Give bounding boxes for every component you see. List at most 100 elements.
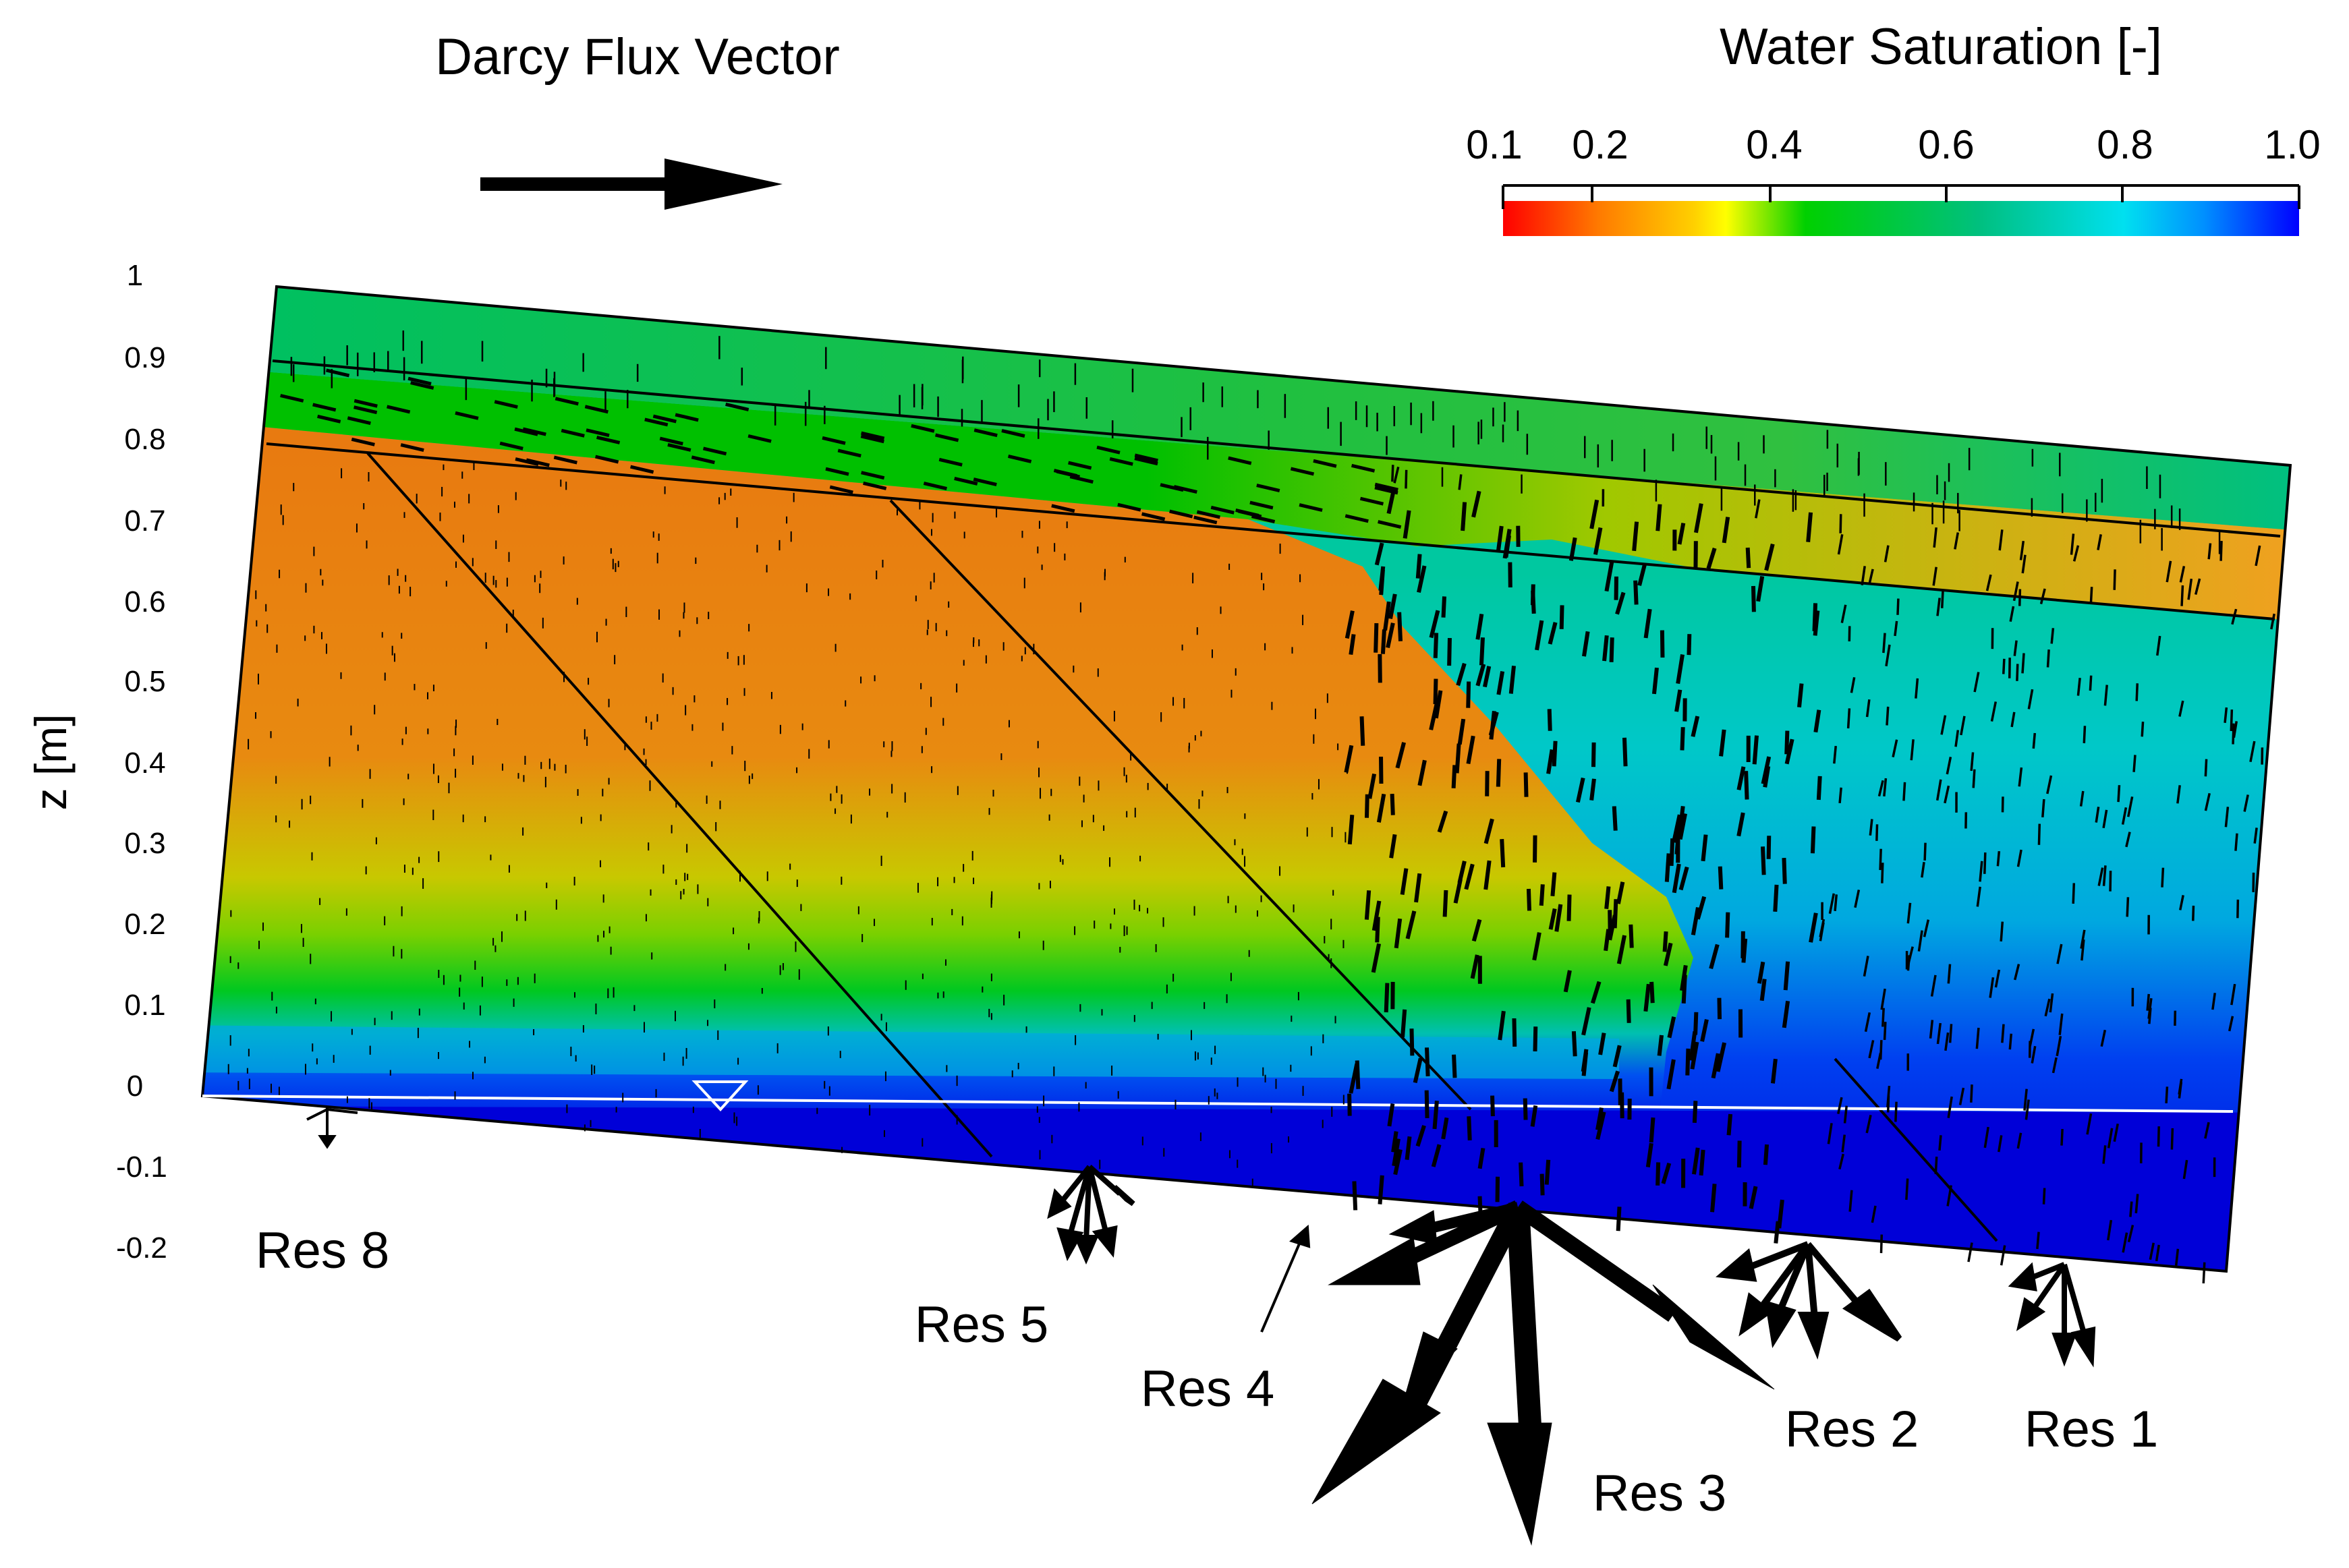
flux-vector xyxy=(2161,867,2165,888)
flux-vector xyxy=(1616,935,1626,964)
flux-vector xyxy=(1397,612,1403,641)
flux-vector xyxy=(1938,1135,1942,1151)
flux-vector xyxy=(973,428,998,438)
flux-vector xyxy=(1917,930,1923,952)
flux-vector xyxy=(1810,826,1816,854)
flux-vector xyxy=(1784,738,1794,765)
flux-vector xyxy=(2083,726,2087,744)
flux-vector xyxy=(1548,622,1558,645)
flux-vector xyxy=(1251,515,1276,523)
flux-vector xyxy=(2013,964,2020,981)
res3-outflow-arrows xyxy=(1311,1200,1775,1546)
flux-vector xyxy=(2072,545,2080,562)
flux-vector xyxy=(1290,467,1315,476)
flux-vector xyxy=(1632,521,1639,552)
flux-vector xyxy=(2179,895,2184,910)
flux-vector xyxy=(1934,1157,1938,1175)
flux-vector xyxy=(1352,1181,1358,1211)
flux-vector xyxy=(1676,654,1685,685)
flux-vector xyxy=(2009,606,2015,622)
flux-vector xyxy=(2148,1008,2152,1024)
flux-vector xyxy=(863,481,887,490)
flux-vector xyxy=(2179,566,2186,583)
flux-vector xyxy=(1498,1010,1506,1041)
flux-vector xyxy=(1726,1113,1733,1136)
flux-vector xyxy=(2155,1244,2160,1262)
flux-vector xyxy=(1755,499,1761,519)
flux-vector xyxy=(1109,457,1133,466)
flux-vector xyxy=(1651,667,1659,695)
flux-vector xyxy=(1749,1186,1758,1209)
flux-vector xyxy=(1388,593,1397,619)
flux-vector xyxy=(1141,512,1166,521)
flux-vector xyxy=(2113,1124,2119,1142)
flux-vector xyxy=(1841,1134,1846,1153)
water-table-line xyxy=(202,1095,2234,1113)
res4-label: Res 4 xyxy=(1141,1360,1275,1418)
flux-vector xyxy=(1667,1016,1676,1039)
flux-vector xyxy=(1879,1234,1884,1254)
flux-vector xyxy=(2107,1219,2113,1241)
flux-vector xyxy=(1666,1059,1676,1090)
flux-vector xyxy=(2182,1159,2188,1180)
flux-vector xyxy=(1441,1117,1449,1140)
flux-vector xyxy=(1869,819,1873,836)
flux-vector xyxy=(1936,1022,1942,1045)
flux-vector xyxy=(1376,793,1386,823)
flux-vector xyxy=(1998,1135,2003,1153)
dry-core-region xyxy=(202,418,1693,1271)
flux-vector xyxy=(353,405,378,415)
flux-vector xyxy=(1940,715,1947,735)
flux-vector xyxy=(1996,850,2001,867)
flux-vector xyxy=(1313,459,1337,468)
flux-vector xyxy=(1483,860,1492,890)
flux-vector xyxy=(1663,942,1673,966)
flux-vector xyxy=(1692,1147,1700,1175)
flux-vector xyxy=(1496,759,1502,787)
flux-vector xyxy=(1833,745,1837,764)
flux-vector xyxy=(1885,644,1891,667)
flux-vector xyxy=(2121,807,2128,825)
reservoir-outflow-arrows xyxy=(306,1106,2096,1546)
colorbar-tick-label: 1.0 xyxy=(2264,122,2320,167)
flux-vector xyxy=(1117,502,1141,512)
flux-vector xyxy=(1604,929,1611,952)
flux-vector xyxy=(1940,589,1944,608)
flux-vector xyxy=(1838,787,1842,804)
flux-vector xyxy=(1643,608,1652,639)
res8-outflow-arrows xyxy=(306,1106,358,1149)
flux-vector xyxy=(1865,1115,1872,1134)
flux-vector xyxy=(1923,919,1930,937)
flux-vector xyxy=(499,441,523,451)
flux-vector xyxy=(1612,806,1618,831)
flux-vector xyxy=(2051,1057,2058,1074)
flux-vector xyxy=(1972,769,1976,788)
flux-vector xyxy=(2231,608,2238,625)
flux-vector xyxy=(2207,543,2212,560)
flux-vector xyxy=(1877,780,1884,797)
flux-vector xyxy=(1299,503,1323,512)
flux-vector xyxy=(1752,735,1759,765)
flux-vector xyxy=(2192,905,2195,921)
flux-vector xyxy=(1001,429,1025,438)
flux-vector xyxy=(1879,848,1882,871)
flux-vector xyxy=(1843,1105,1848,1124)
z-tick-label: 0.4 xyxy=(124,747,165,780)
flux-vector xyxy=(630,465,654,474)
flux-vector xyxy=(1695,896,1707,920)
flux-vector xyxy=(1393,466,1400,484)
z-tick-label: 0.9 xyxy=(124,341,165,374)
flux-vector xyxy=(1602,635,1609,662)
z-tick-label: 0 xyxy=(127,1070,143,1103)
flux-vector xyxy=(1664,853,1671,882)
res2-outflow-arrows xyxy=(1716,1241,1902,1360)
flux-vector xyxy=(1068,461,1092,470)
flux-vector xyxy=(1846,708,1851,729)
flux-vector xyxy=(1535,620,1544,651)
flux-vector xyxy=(1393,1149,1403,1175)
flux-vector xyxy=(351,437,375,446)
flux-vector xyxy=(2012,581,2019,602)
flux-vector xyxy=(2046,649,2050,668)
res5-outflow-arrows xyxy=(1047,1165,1135,1265)
